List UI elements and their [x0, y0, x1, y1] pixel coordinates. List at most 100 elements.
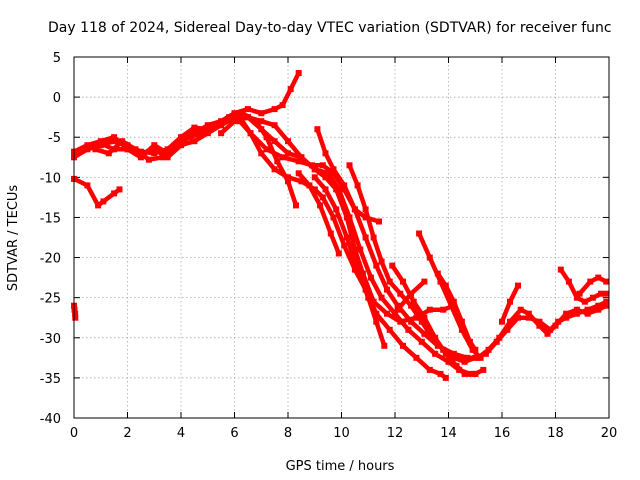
data-point [159, 154, 166, 161]
data-point [432, 334, 439, 341]
data-point [271, 106, 278, 113]
data-point [191, 130, 198, 137]
data-point [573, 310, 580, 317]
data-point [322, 174, 329, 181]
data-point [95, 202, 102, 209]
series-line [577, 275, 609, 296]
data-point [458, 326, 465, 333]
data-point [212, 122, 219, 129]
data-point [434, 270, 441, 277]
data-point [544, 330, 551, 337]
data-point [132, 146, 139, 153]
data-point [595, 302, 602, 309]
data-point [231, 110, 238, 117]
data-point [351, 246, 358, 253]
data-point [151, 146, 158, 153]
data-point [317, 202, 324, 209]
series-s13 [394, 278, 428, 313]
data-point [595, 274, 602, 281]
data-point [247, 130, 254, 137]
data-point [482, 350, 489, 357]
data-point [472, 346, 479, 353]
data-point [362, 206, 369, 213]
data-point [100, 198, 107, 205]
data-point [322, 186, 329, 193]
data-point [408, 302, 415, 309]
data-point [178, 142, 184, 149]
series-s19 [71, 302, 79, 321]
data-point [287, 86, 294, 93]
data-point [72, 310, 79, 317]
data-point [258, 126, 265, 133]
data-point [116, 186, 123, 193]
data-point [408, 318, 415, 325]
data-point [418, 338, 425, 345]
x-tick-label: 0 [70, 426, 78, 441]
y-tick-label: 0 [53, 91, 61, 106]
data-point [271, 122, 278, 129]
data-point [598, 290, 604, 297]
data-point [504, 326, 511, 333]
x-tick-label: 2 [123, 426, 131, 441]
data-point [517, 306, 524, 313]
data-point [119, 138, 126, 145]
series-s15 [434, 270, 479, 353]
data-point [343, 234, 350, 241]
data-point [357, 246, 364, 253]
data-point [218, 122, 225, 129]
data-point [84, 182, 91, 189]
data-point [111, 190, 118, 197]
data-point [335, 250, 342, 257]
data-point [204, 130, 211, 137]
x-tick-label: 20 [601, 426, 618, 441]
data-point [378, 258, 385, 265]
data-point [445, 358, 452, 365]
data-point [346, 214, 353, 221]
data-point [547, 326, 554, 333]
series-line [558, 267, 609, 304]
series-layer [71, 70, 610, 381]
data-point [440, 306, 447, 313]
data-point [199, 130, 206, 137]
data-point [367, 274, 374, 281]
data-point [351, 206, 358, 213]
data-point [365, 294, 372, 301]
data-point [178, 134, 184, 141]
x-tick-label: 4 [177, 426, 185, 441]
data-point [603, 298, 610, 305]
data-point [295, 70, 302, 76]
data-point [573, 306, 580, 313]
data-point [354, 182, 361, 189]
data-point [298, 178, 305, 185]
x-axis-label: GPS time / hours [286, 459, 395, 474]
data-point [111, 134, 118, 141]
data-point [244, 106, 251, 113]
data-point [450, 354, 457, 361]
data-point [226, 114, 233, 121]
data-point [603, 290, 610, 297]
data-point [279, 154, 286, 161]
data-point [386, 326, 393, 333]
data-point [373, 310, 380, 317]
data-point [410, 298, 417, 305]
y-tick-label: -10 [40, 171, 61, 186]
data-point [271, 166, 278, 173]
data-point [97, 140, 104, 147]
data-point [525, 314, 532, 321]
data-point [231, 114, 238, 121]
data-point [325, 170, 332, 177]
data-point [285, 138, 291, 145]
data-point [298, 154, 305, 161]
data-point [603, 302, 610, 309]
data-point [191, 124, 198, 131]
data-point [330, 166, 337, 173]
data-point [421, 278, 428, 285]
y-axis-label: SDTVAR / TECUs [6, 185, 21, 292]
series-line [218, 114, 478, 377]
data-point [218, 130, 225, 137]
data-point [536, 322, 543, 329]
data-point [370, 234, 377, 241]
data-point [376, 218, 382, 225]
data-point [271, 138, 278, 145]
data-point [458, 318, 465, 325]
